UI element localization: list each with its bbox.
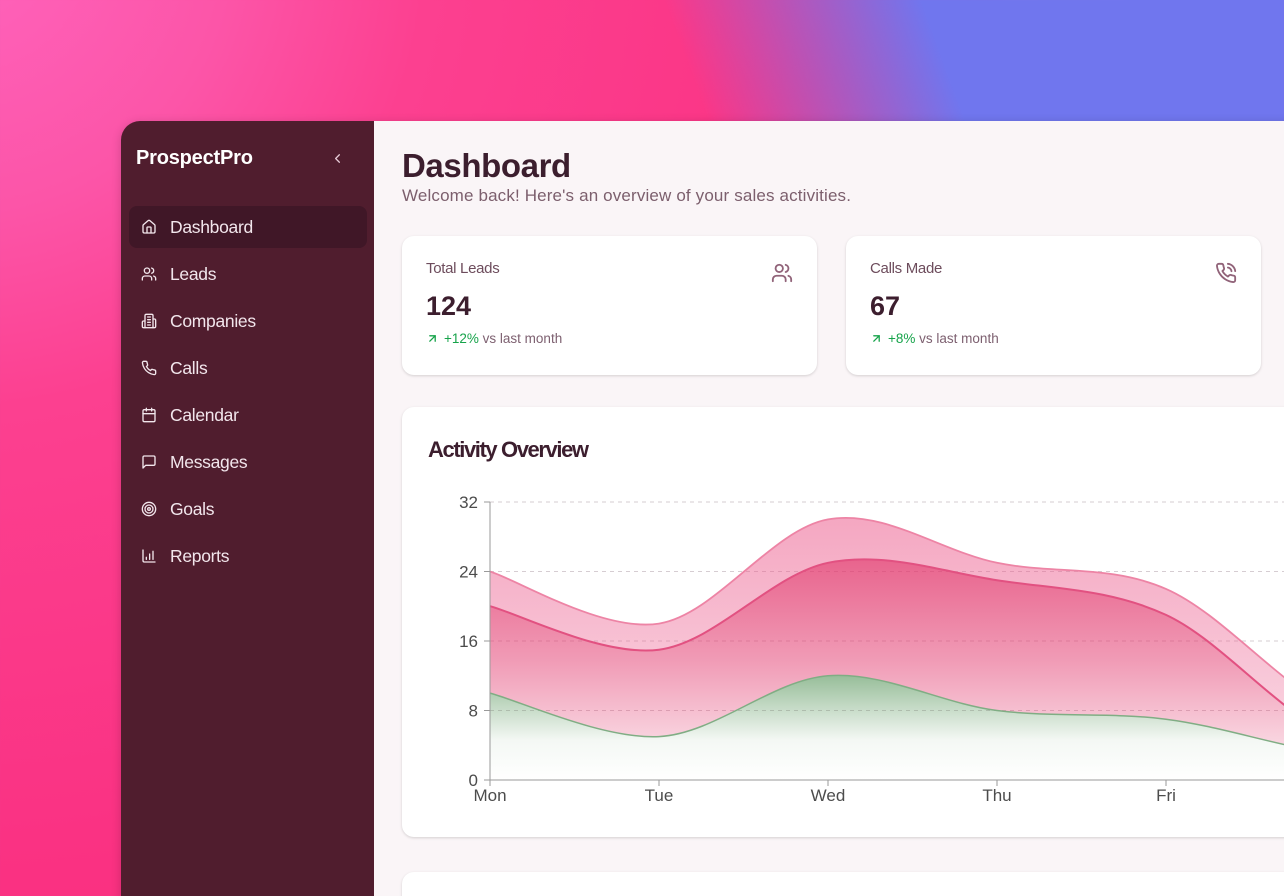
svg-text:8: 8 xyxy=(469,702,478,721)
svg-text:Mon: Mon xyxy=(473,786,506,805)
svg-text:32: 32 xyxy=(459,493,478,512)
svg-text:Tue: Tue xyxy=(645,786,674,805)
svg-text:24: 24 xyxy=(459,563,478,582)
svg-text:0: 0 xyxy=(469,771,478,790)
svg-text:Thu: Thu xyxy=(982,786,1011,805)
svg-text:Wed: Wed xyxy=(811,786,846,805)
svg-text:16: 16 xyxy=(459,632,478,651)
svg-text:Fri: Fri xyxy=(1156,786,1176,805)
